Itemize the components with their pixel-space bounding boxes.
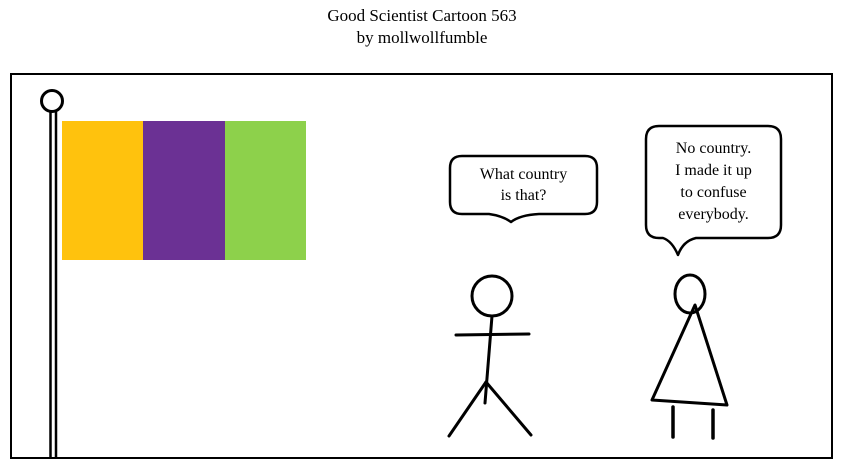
cartoon-title: Good Scientist Cartoon 563 xyxy=(327,6,517,25)
flag-stripe-green xyxy=(224,121,306,260)
flag-stripe-gold xyxy=(62,121,144,260)
stick-figure-man-icon xyxy=(447,274,533,438)
speech-bubble-right-text: No country. I made it up to confuse ever… xyxy=(675,140,752,223)
speech-bubble-right-outline xyxy=(644,124,783,257)
man-left-leg xyxy=(447,380,488,438)
man-right-leg xyxy=(484,380,533,437)
flag xyxy=(62,121,306,260)
cartoon-artwork xyxy=(40,89,783,457)
speech-bubble-left-text: What country is that? xyxy=(479,166,568,204)
stick-figure-woman-icon xyxy=(650,273,729,440)
man-body xyxy=(483,314,494,405)
flagpole-icon xyxy=(40,89,64,457)
flagpole-finial-icon xyxy=(40,89,64,113)
woman-dress xyxy=(650,303,729,407)
cartoon-panel: What country is that? No country. I made… xyxy=(10,73,833,459)
speech-bubble-left-outline xyxy=(448,154,599,224)
cartoon-title-block: Good Scientist Cartoon 563 by mollwollfu… xyxy=(0,5,844,49)
cartoon-author: by mollwollfumble xyxy=(356,28,488,47)
man-arms xyxy=(454,332,531,337)
flag-stripe-purple xyxy=(143,121,225,260)
man-head xyxy=(470,274,514,318)
woman-head xyxy=(673,273,707,315)
